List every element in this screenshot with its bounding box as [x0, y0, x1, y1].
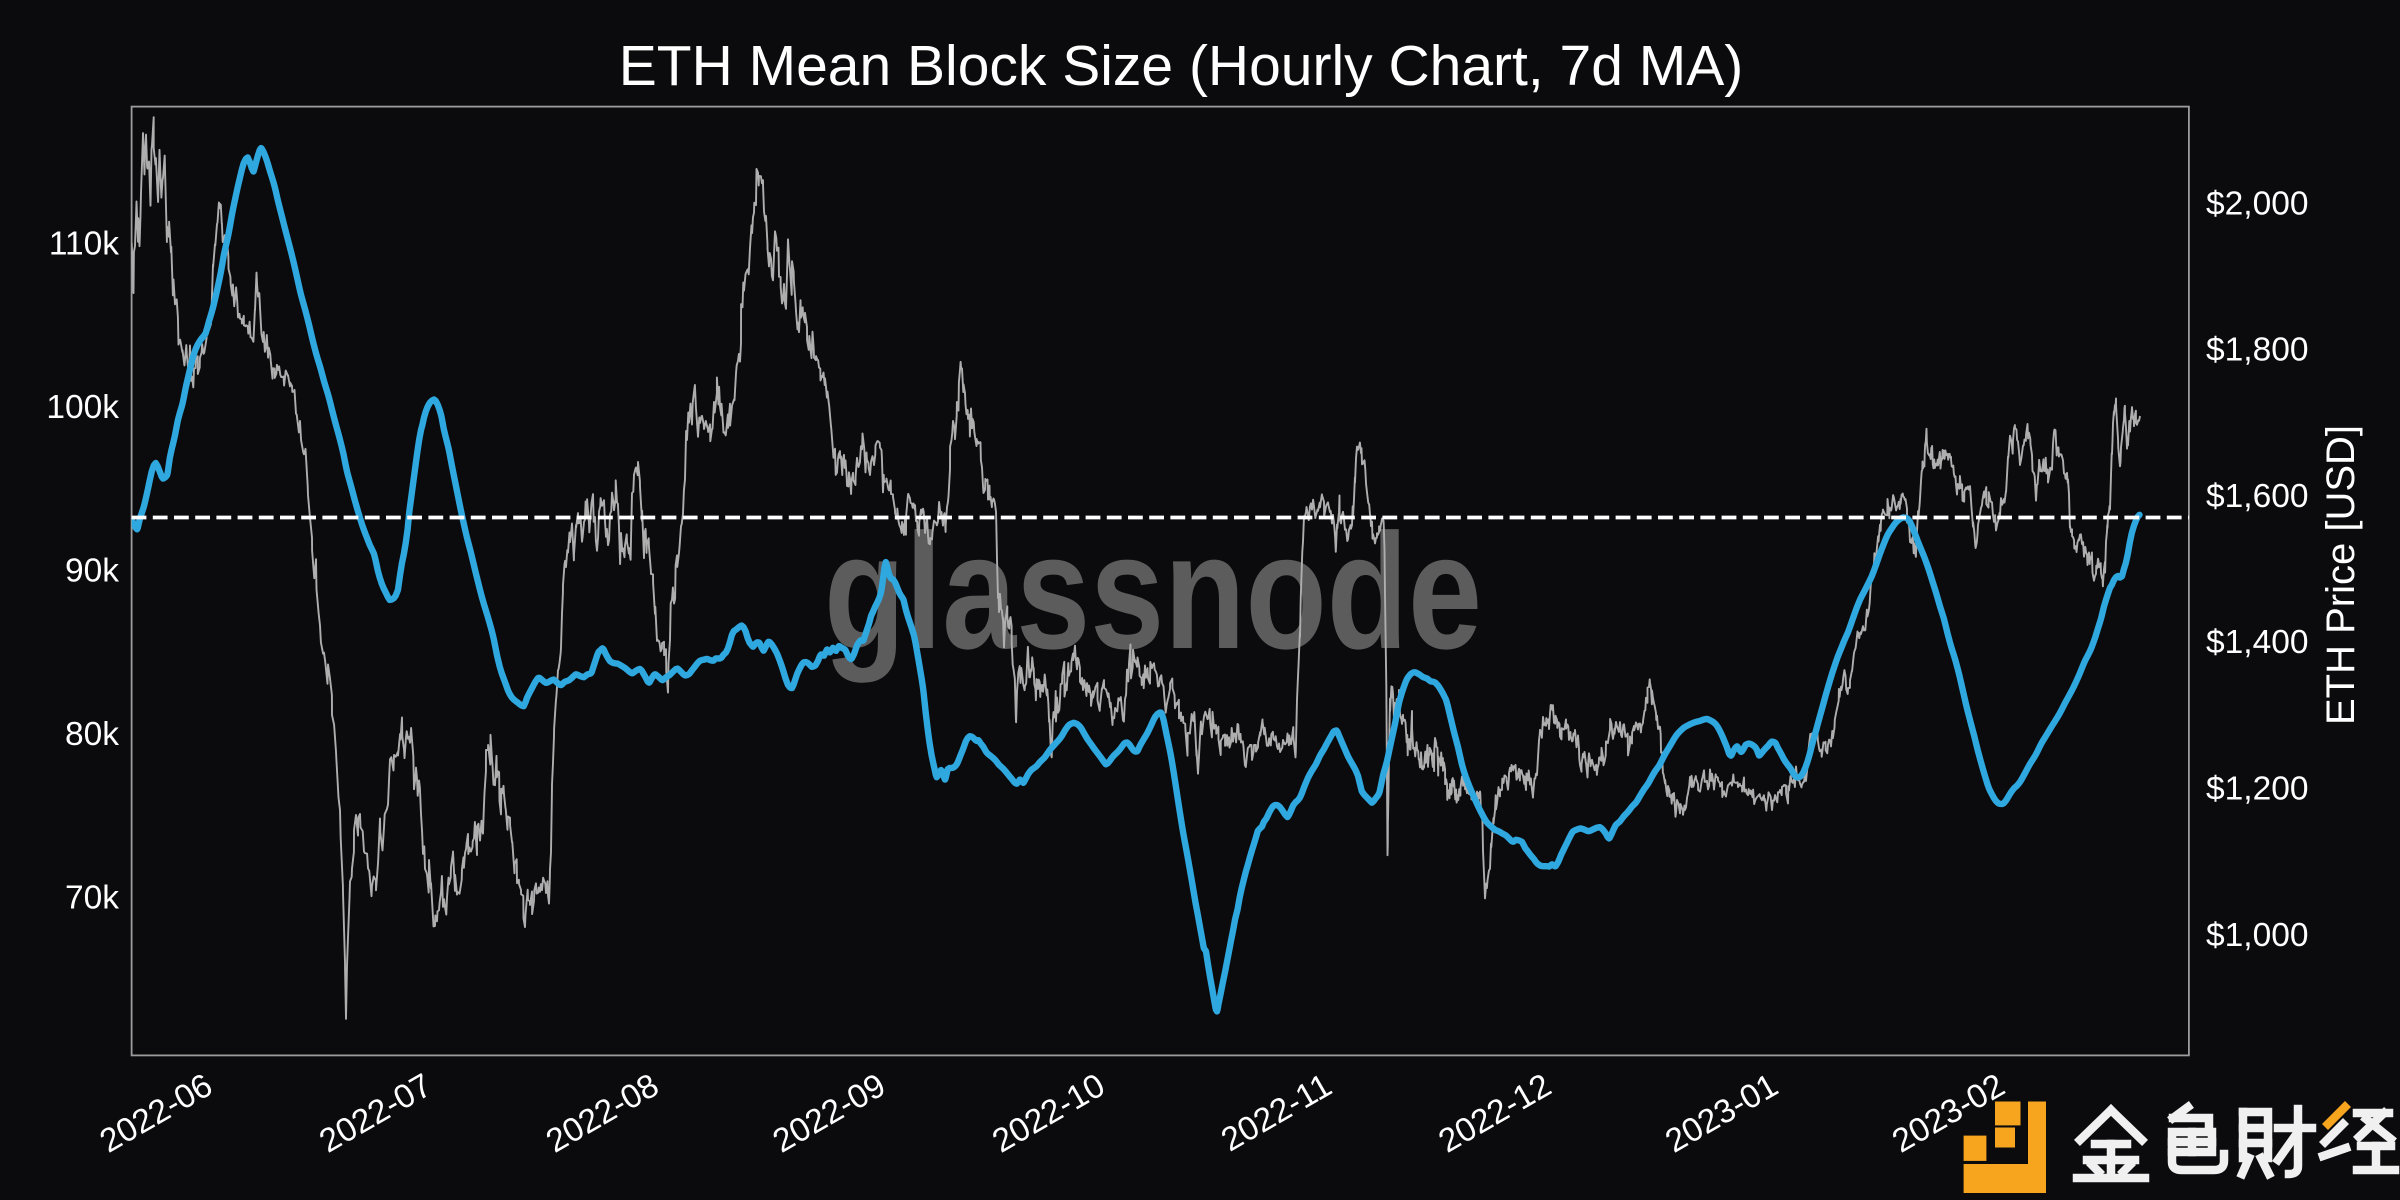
svg-text:ETH Price [USD]: ETH Price [USD]: [2319, 425, 2363, 725]
svg-text:80k: 80k: [65, 716, 119, 753]
svg-text:$1,200: $1,200: [2206, 771, 2308, 808]
svg-text:90k: 90k: [65, 553, 119, 590]
svg-text:$2,000: $2,000: [2206, 185, 2308, 222]
svg-text:$1,000: $1,000: [2206, 917, 2308, 954]
svg-text:$1,800: $1,800: [2206, 332, 2308, 369]
svg-text:ETH Mean Block Size (Hourly Ch: ETH Mean Block Size (Hourly Chart, 7d MA…: [619, 34, 1744, 98]
svg-text:70k: 70k: [65, 880, 119, 917]
svg-text:$1,600: $1,600: [2206, 478, 2308, 515]
svg-text:$1,400: $1,400: [2206, 624, 2308, 661]
svg-text:100k: 100k: [46, 389, 119, 426]
svg-text:110k: 110k: [49, 226, 119, 263]
